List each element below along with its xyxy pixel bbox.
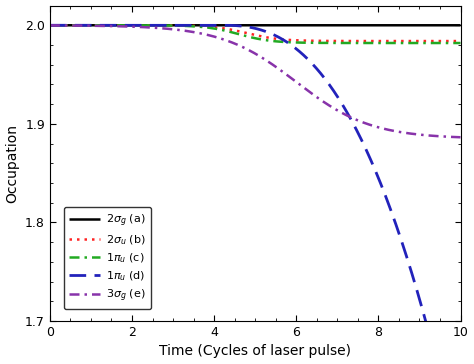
$3\sigma_g$ (e) (449, 135, 455, 139)
$3\sigma_g$ (e) (222, 38, 228, 42)
$2\sigma_u$ (b) (405, 39, 411, 43)
$1\pi_u$ (c) (47, 23, 53, 27)
$1\pi_u$ (c) (449, 41, 455, 45)
$1\pi_u$ (d) (405, 260, 411, 264)
$1\pi_u$ (d) (204, 23, 210, 27)
$3\sigma_g$ (e) (118, 24, 124, 28)
$1\pi_u$ (c) (94, 23, 100, 27)
$3\sigma_g$ (e) (458, 135, 464, 139)
$2\sigma_u$ (b) (458, 39, 464, 43)
$2\sigma_u$ (b) (94, 23, 100, 27)
Y-axis label: Occupation: Occupation (6, 124, 19, 203)
$3\sigma_g$ (e) (405, 131, 411, 135)
$1\pi_u$ (d) (47, 23, 53, 27)
Line: $1\pi_u$ (c): $1\pi_u$ (c) (50, 25, 461, 43)
$2\sigma_g$ (a) (204, 23, 210, 27)
X-axis label: Time (Cycles of laser pulse): Time (Cycles of laser pulse) (159, 344, 351, 359)
$2\sigma_g$ (a) (47, 23, 53, 27)
$1\pi_u$ (d) (118, 23, 124, 27)
$1\pi_u$ (c) (118, 23, 124, 27)
$2\sigma_u$ (b) (204, 24, 210, 29)
Legend: $2\sigma_g$ (a), $2\sigma_u$ (b), $1\pi_u$ (c), $1\pi_u$ (d), $3\sigma_g$ (e): $2\sigma_g$ (a), $2\sigma_u$ (b), $1\pi_… (64, 207, 151, 309)
$2\sigma_g$ (a) (458, 23, 464, 27)
$2\sigma_g$ (a) (449, 23, 455, 27)
$2\sigma_g$ (a) (118, 23, 124, 27)
$2\sigma_u$ (b) (222, 26, 228, 31)
Line: $1\pi_u$ (d): $1\pi_u$ (d) (50, 25, 461, 364)
$1\pi_u$ (c) (458, 41, 464, 45)
$2\sigma_u$ (b) (47, 23, 53, 27)
$1\pi_u$ (d) (94, 23, 100, 27)
$2\sigma_u$ (b) (449, 39, 455, 43)
$3\sigma_g$ (e) (47, 23, 53, 28)
$1\pi_u$ (c) (405, 41, 411, 45)
$1\pi_u$ (c) (222, 28, 228, 33)
Line: $3\sigma_g$ (e): $3\sigma_g$ (e) (50, 25, 461, 137)
$3\sigma_g$ (e) (204, 33, 210, 37)
$1\pi_u$ (d) (222, 23, 228, 27)
$3\sigma_g$ (e) (94, 24, 100, 28)
$2\sigma_g$ (a) (94, 23, 100, 27)
Line: $2\sigma_u$ (b): $2\sigma_u$ (b) (50, 25, 461, 41)
$2\sigma_g$ (a) (222, 23, 228, 27)
$2\sigma_u$ (b) (118, 23, 124, 27)
$1\pi_u$ (c) (204, 25, 210, 30)
$2\sigma_g$ (a) (405, 23, 411, 27)
